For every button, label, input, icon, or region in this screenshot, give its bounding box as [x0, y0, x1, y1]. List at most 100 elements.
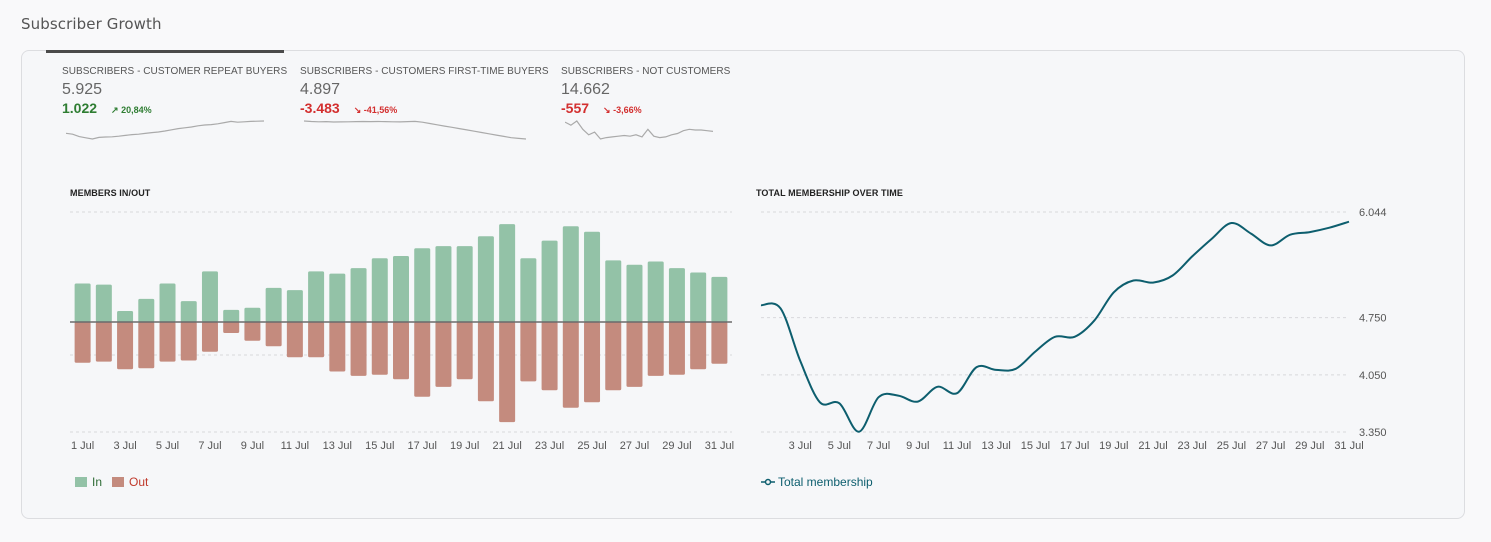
x-tick-label: 21 Jul [492, 440, 521, 452]
line-chart-title: TOTAL MEMBERSHIP OVER TIME [756, 188, 903, 198]
x-tick-label: 29 Jul [662, 440, 691, 452]
bar-out [668, 322, 685, 375]
bar-out [584, 322, 601, 403]
x-tick-label: 23 Jul [535, 440, 564, 452]
y-tick-label: 6.044 [1359, 207, 1387, 219]
x-tick-label: 27 Jul [1256, 440, 1285, 452]
kpi-pct-value: -3,66% [613, 105, 642, 115]
bar-out [456, 322, 473, 380]
y-tick-label: 4.750 [1359, 313, 1387, 325]
out-swatch-icon [112, 477, 125, 487]
bar-in [159, 283, 176, 322]
kpi-tab-first-time-buyers[interactable]: SUBSCRIBERS - CUSTOMERS FIRST-TIME BUYER… [300, 66, 549, 116]
x-tick-label: 1 Jul [71, 440, 94, 452]
bar-in [711, 276, 728, 322]
x-tick-label: 31 Jul [1334, 440, 1363, 452]
x-tick-label: 15 Jul [1021, 440, 1050, 452]
legend-label-out: Out [129, 475, 149, 489]
x-tick-label: 13 Jul [982, 440, 1011, 452]
bar-out [393, 322, 409, 380]
arrow-down-right-icon: ↘ [353, 105, 362, 115]
bar-out [117, 322, 134, 370]
bar-in [201, 271, 218, 322]
legend-item-in[interactable]: In [75, 475, 102, 489]
bar-out [159, 322, 176, 362]
bar-out [223, 322, 240, 333]
kpi-value: 4.897 [300, 81, 341, 98]
bar-in [74, 283, 91, 322]
x-tick-label: 11 Jul [943, 440, 972, 452]
legend-label-in: In [92, 475, 103, 489]
x-tick-label: 25 Jul [577, 440, 606, 452]
bar-out [477, 322, 494, 402]
bar-in [584, 231, 601, 322]
bar-chart-title: MEMBERS IN/OUT [70, 188, 151, 198]
bar-in [117, 311, 134, 322]
x-tick-label: 11 Jul [281, 440, 310, 452]
sparkline-path [565, 120, 713, 140]
arrow-down-right-icon: ↘ [603, 105, 611, 115]
kpi-value: 5.925 [62, 81, 103, 98]
bar-in [456, 246, 473, 322]
bar-in [647, 261, 664, 322]
kpi-tab-repeat-buyers[interactable]: SUBSCRIBERS - CUSTOMER REPEAT BUYERS 5.9… [62, 66, 287, 116]
bar-out [647, 322, 664, 376]
sparkline-path [304, 120, 526, 140]
bar-out [435, 322, 452, 387]
x-tick-label: 17 Jul [408, 440, 437, 452]
bar-in [286, 290, 303, 322]
bar-out [74, 322, 91, 363]
kpi-pct-value: 20,84% [121, 105, 152, 115]
legend-label-total-membership: Total membership [778, 475, 873, 489]
bar-in [371, 258, 388, 322]
x-tick-label: 25 Jul [1217, 440, 1246, 452]
bar-out [626, 322, 643, 387]
arrow-up-right-icon: ↗ [111, 105, 119, 115]
kpi-delta: -3.483 [300, 100, 340, 116]
bar-in [393, 256, 409, 322]
bar-in [244, 307, 261, 322]
sparkline-not-customers [565, 120, 713, 140]
x-tick-label: 5 Jul [156, 440, 179, 452]
bar-out [541, 322, 558, 391]
x-tick-label: 9 Jul [241, 440, 264, 452]
x-tick-label: 27 Jul [620, 440, 649, 452]
x-tick-label: 3 Jul [113, 440, 136, 452]
bar-out [265, 322, 282, 347]
kpi-delta: -557 [561, 100, 590, 116]
bar-out [350, 322, 367, 376]
bar-in [414, 248, 431, 322]
bar-out [201, 322, 218, 352]
bar-in [690, 272, 707, 322]
bar-in [180, 301, 197, 322]
total-membership-line [760, 220, 1350, 433]
legend-item-out[interactable]: Out [112, 475, 148, 489]
y-tick-label: 4.050 [1359, 370, 1387, 382]
bar-in [265, 287, 282, 322]
bar-in [605, 260, 622, 322]
x-tick-label: 7 Jul [867, 440, 890, 452]
x-tick-label: 23 Jul [1178, 440, 1207, 452]
x-tick-label: 19 Jul [1099, 440, 1128, 452]
kpi-pct: ↘ -3,66% [603, 105, 642, 116]
bar-out [95, 322, 112, 362]
x-tick-label: 3 Jul [789, 440, 812, 452]
bar-out [244, 322, 261, 341]
kpi-tab-not-customers[interactable]: SUBSCRIBERS - NOT CUSTOMERS 14.662 -557 … [561, 66, 730, 116]
members-in-out-chart: 1 Jul 3 Jul 5 Jul 7 Jul 9 Jul 11 Jul 13 Jul 15 … [70, 211, 734, 452]
legend-item-total-membership[interactable]: Total membership [761, 475, 873, 489]
x-tick-label: 17 Jul [1060, 440, 1089, 452]
bar-in [499, 224, 516, 322]
kpi-title: SUBSCRIBERS - CUSTOMERS FIRST-TIME BUYER… [300, 66, 549, 77]
bar-out [562, 322, 579, 408]
bar-out [520, 322, 537, 382]
bar-in [668, 268, 685, 322]
line-marker-icon [761, 478, 775, 486]
bar-in [562, 226, 579, 322]
bar-out [414, 322, 431, 397]
bar-in [626, 264, 643, 322]
active-tab-indicator [46, 50, 284, 53]
bar-in [95, 284, 112, 322]
subscriber-growth-panel [21, 50, 1465, 519]
kpi-pct: ↘ -41,56% [354, 105, 398, 116]
